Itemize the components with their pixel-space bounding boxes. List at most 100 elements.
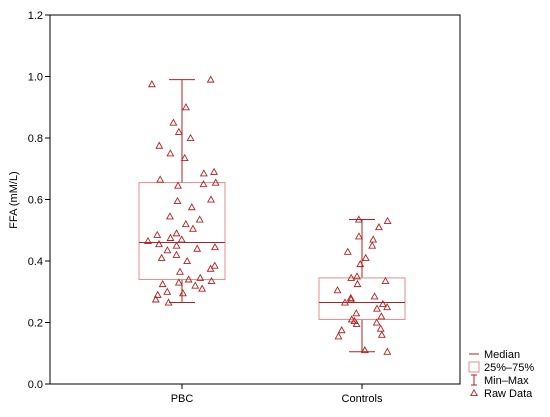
raw-data-point — [187, 203, 196, 211]
raw-data-point — [163, 246, 172, 254]
box-pbc — [138, 79, 226, 304]
raw-data-point — [378, 299, 387, 308]
raw-data-point — [166, 149, 175, 157]
raw-data-point — [172, 229, 181, 237]
raw-data-point — [347, 295, 356, 303]
boxes-layer — [138, 79, 406, 353]
raw-data-point — [334, 332, 343, 340]
raw-data-point — [207, 276, 216, 284]
raw-data-point — [174, 181, 183, 189]
raw-data-point — [153, 290, 162, 298]
raw-data-point — [155, 239, 163, 248]
raw-data-point — [341, 298, 349, 306]
iqr-box — [318, 277, 406, 320]
raw-data-point — [337, 326, 346, 334]
raw-data-point — [383, 302, 392, 311]
raw-data-point — [169, 118, 178, 126]
raw-data-point — [373, 304, 381, 312]
raw-data-point — [165, 212, 174, 220]
legend-label: Min–Max — [484, 375, 529, 387]
raw-data-point — [151, 295, 160, 303]
raw-data-layer — [144, 75, 392, 355]
raw-data-point — [353, 272, 361, 280]
raw-data-point — [163, 287, 172, 295]
raw-data-point — [383, 216, 392, 225]
legend-item: Median — [469, 349, 520, 361]
raw-data-point — [155, 141, 164, 149]
raw-data-point — [172, 250, 181, 258]
box-controls — [318, 218, 406, 353]
raw-data-point — [184, 275, 193, 283]
raw-data-point — [199, 179, 208, 188]
raw-data-point — [347, 273, 356, 281]
raw-data-point — [176, 267, 184, 275]
raw-data-point — [346, 293, 355, 301]
raw-data-point — [381, 276, 390, 284]
raw-data-point — [173, 196, 182, 205]
raw-data-point — [206, 75, 215, 83]
raw-data-pbc — [144, 75, 220, 306]
raw-data-point — [383, 347, 392, 355]
y-tick-label: 0.0 — [28, 379, 43, 391]
raw-data-point — [207, 195, 215, 203]
raw-data-point — [183, 256, 192, 265]
raw-data-point — [352, 309, 361, 317]
raw-data-point — [211, 178, 220, 186]
raw-data-point — [377, 312, 386, 320]
raw-data-point — [166, 233, 175, 241]
y-tick-label: 0.6 — [28, 195, 43, 207]
raw-data-point — [211, 243, 219, 251]
raw-data-point — [210, 261, 219, 269]
raw-data-point — [198, 284, 207, 292]
raw-data-point — [199, 169, 208, 177]
raw-data-point — [144, 236, 152, 245]
legend-label: 25%–75% — [484, 362, 534, 374]
legend-label: Raw Data — [484, 388, 533, 400]
raw-data-point — [153, 230, 162, 238]
raw-data-point — [354, 232, 363, 240]
raw-data-point — [356, 259, 365, 268]
raw-data-point — [352, 319, 361, 328]
raw-data-point — [174, 278, 183, 286]
raw-data-point — [360, 346, 369, 354]
raw-data-point — [147, 80, 156, 88]
legend-item: Min–Max — [471, 374, 529, 387]
raw-data-point — [369, 235, 378, 243]
y-tick-label: 0.2 — [28, 318, 43, 330]
raw-data-point — [343, 247, 352, 255]
raw-data-point — [181, 219, 190, 228]
raw-data-point — [376, 324, 385, 332]
plot-area — [49, 14, 461, 385]
raw-data-point — [191, 281, 200, 289]
raw-data-point — [156, 175, 165, 183]
legend-triangle-swatch — [470, 388, 478, 397]
raw-data-point — [186, 133, 195, 142]
iqr-box — [138, 182, 226, 280]
y-tick-label: 1.0 — [28, 72, 43, 84]
raw-data-point — [374, 223, 383, 231]
raw-data-point — [368, 241, 377, 249]
x-tick-label: PBC — [171, 393, 194, 405]
raw-data-point — [333, 286, 342, 294]
legend-item: 25%–75% — [468, 361, 534, 374]
raw-data-point — [196, 273, 205, 281]
raw-data-point — [181, 103, 190, 111]
y-tick-label: 1.2 — [28, 10, 43, 22]
plot-frame — [49, 14, 461, 385]
raw-data-point — [158, 279, 167, 288]
raw-data-point — [178, 289, 187, 297]
raw-data-point — [353, 279, 362, 288]
y-axis-label: FFA (mM/L) — [8, 171, 20, 228]
x-tick-label: Controls — [342, 393, 383, 405]
raw-data-point — [206, 264, 215, 272]
y-axis: 0.0 0.2 0.4 0.6 0.8 1.0 1.2 — [28, 10, 50, 391]
raw-data-point — [210, 167, 219, 175]
x-axis: PBC Controls — [171, 384, 383, 405]
raw-data-point — [174, 127, 183, 135]
raw-data-point — [180, 153, 189, 161]
y-tick-label: 0.4 — [28, 256, 43, 268]
legend-box-swatch — [468, 361, 480, 373]
raw-data-point — [193, 244, 202, 252]
